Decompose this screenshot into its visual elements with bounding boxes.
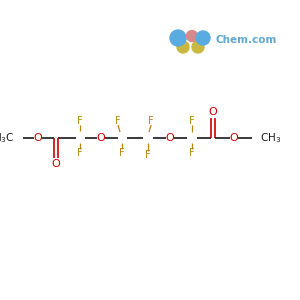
Text: O: O: [230, 133, 238, 143]
Text: F: F: [148, 116, 154, 126]
Circle shape: [196, 31, 210, 45]
Text: F: F: [189, 148, 195, 158]
Circle shape: [187, 31, 197, 41]
Text: F: F: [189, 116, 195, 126]
Text: Chem.com: Chem.com: [216, 35, 278, 45]
Circle shape: [170, 30, 186, 46]
Text: O: O: [52, 159, 60, 169]
Text: F: F: [119, 148, 125, 158]
Text: F: F: [115, 116, 121, 126]
Circle shape: [192, 41, 204, 53]
Circle shape: [177, 41, 189, 53]
Text: CH$_3$: CH$_3$: [260, 131, 281, 145]
Text: O: O: [34, 133, 42, 143]
Text: O: O: [166, 133, 174, 143]
Text: H$_3$C: H$_3$C: [0, 131, 15, 145]
Text: O: O: [97, 133, 105, 143]
Text: F: F: [77, 116, 83, 126]
Text: F: F: [77, 148, 83, 158]
Text: O: O: [208, 107, 217, 117]
Text: F: F: [145, 150, 151, 160]
